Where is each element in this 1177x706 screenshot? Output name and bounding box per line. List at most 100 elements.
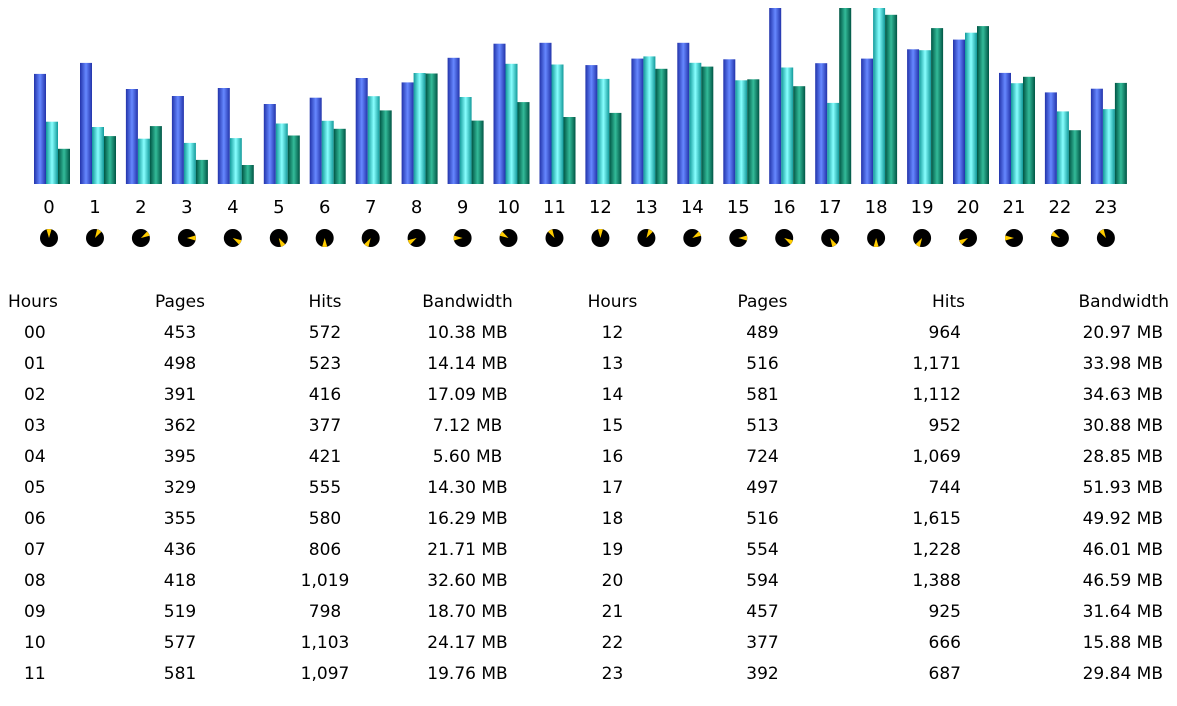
table-row: 09 519 798 18.70 MB 21 457 925 31.64 MB <box>0 596 1177 627</box>
bandwidth-bar <box>241 165 254 184</box>
pages-cell: 436 <box>163 539 197 560</box>
clock-icon <box>177 229 196 247</box>
hour-cell: 01 <box>24 353 46 374</box>
hits-bar <box>92 127 104 184</box>
table-row: 08 418 1,019 32.60 MB 20 594 1,388 46.59 MB <box>0 565 1177 596</box>
hits-bar <box>413 73 426 184</box>
hour-cell: 12 <box>601 322 624 343</box>
pages-cell: 594 <box>746 570 779 591</box>
hits-cell: 1,228 <box>912 539 961 560</box>
hour-label: 16 <box>773 197 796 218</box>
hour-label: 4 <box>227 197 238 218</box>
hits-cell: 806 <box>308 539 342 560</box>
table-row: 10 577 1,103 24.17 MB 22 377 666 15.88 MB <box>0 627 1177 658</box>
bandwidth-cell: 30.88 MB <box>1082 415 1163 436</box>
pages-bar <box>723 59 736 184</box>
bandwidth-bar <box>287 135 300 184</box>
bandwidth-cell: 18.70 MB <box>427 601 508 622</box>
hour-cell: 14 <box>601 384 624 405</box>
bandwidth-bar <box>1114 82 1127 184</box>
pages-cell: 724 <box>746 446 779 467</box>
bandwidth-cell: 31.64 MB <box>1082 601 1163 622</box>
bandwidth-bar <box>793 86 806 184</box>
clock-icon <box>591 229 610 247</box>
hits-cell: 952 <box>928 415 961 436</box>
hour-cell: 21 <box>601 601 624 622</box>
hits-bar <box>137 138 150 184</box>
hour-cell: 13 <box>601 353 624 374</box>
hits-bar <box>643 56 656 184</box>
hour-label: 2 <box>135 197 146 218</box>
pages-bar <box>355 78 368 184</box>
hour-label: 11 <box>543 197 566 218</box>
pages-bar <box>309 97 322 184</box>
pages-cell: 355 <box>163 508 197 529</box>
table-row: 01 498 523 14.14 MB 13 516 1,171 33.98 MB <box>0 348 1177 379</box>
clock-icon <box>1004 229 1023 247</box>
chart-bars <box>34 8 1127 185</box>
clock-icon <box>1096 229 1115 247</box>
pages-cell: 498 <box>163 353 197 374</box>
hits-bar <box>1011 83 1023 184</box>
hits-cell: 925 <box>928 601 961 622</box>
hours-table: Hours Pages Hits Bandwidth Hours Pages H… <box>0 286 1177 689</box>
hour-cell: 20 <box>601 570 624 591</box>
hits-cell: 416 <box>308 384 342 405</box>
pages-cell: 513 <box>746 415 779 436</box>
hour-label: 22 <box>1048 197 1071 218</box>
hits-cell: 1,112 <box>912 384 961 405</box>
hits-bar <box>827 102 840 184</box>
table-row: 04 395 421 5.60 MB 16 724 1,069 28.85 MB <box>0 441 1177 472</box>
hits-bar <box>459 97 472 184</box>
pages-bar <box>953 39 965 184</box>
hour-cell: 05 <box>24 477 46 498</box>
bandwidth-cell: 32.60 MB <box>427 570 508 591</box>
bandwidth-bar <box>58 148 70 184</box>
hour-cell: 02 <box>24 384 46 405</box>
hour-label: 0 <box>43 197 54 218</box>
clock-icon <box>729 229 748 247</box>
hour-label: 20 <box>957 197 980 218</box>
pages-bar <box>217 88 230 184</box>
hits-cell: 1,103 <box>300 632 350 653</box>
pages-bar <box>171 96 184 184</box>
bandwidth-cell: 15.88 MB <box>1082 632 1163 653</box>
hour-cell: 00 <box>24 322 46 343</box>
bandwidth-bar <box>149 126 162 184</box>
hour-label: 7 <box>365 197 376 218</box>
hits-bar <box>46 121 58 184</box>
hits-cell: 964 <box>928 322 961 343</box>
hits-cell: 1,615 <box>912 508 961 529</box>
pages-cell: 519 <box>163 601 197 622</box>
pages-cell: 497 <box>746 477 779 498</box>
pages-cell: 577 <box>163 632 197 653</box>
clock-icon <box>40 229 58 247</box>
bandwidth-bar <box>747 79 760 184</box>
pages-cell: 329 <box>163 477 197 498</box>
pages-cell: 377 <box>746 632 779 653</box>
hour-labels: 0 1 2 3 4 5 6 7 8 9 10 11 12 13 14 15 16 17 18 19 20 21 22 23 <box>43 197 1117 218</box>
hour-label: 1 <box>89 197 100 218</box>
bandwidth-bar <box>517 102 530 184</box>
pages-cell: 395 <box>163 446 197 467</box>
bandwidth-cell: 17.09 MB <box>427 384 508 405</box>
pages-bar <box>815 63 828 185</box>
col-header-bandwidth-left: Bandwidth <box>422 291 513 312</box>
hits-cell: 580 <box>308 508 342 529</box>
hour-clock-icons <box>40 229 1115 247</box>
pages-cell: 581 <box>746 384 779 405</box>
clock-icon <box>775 229 794 247</box>
clock-icon <box>223 229 242 247</box>
hour-label: 19 <box>911 197 934 218</box>
table-row: 03 362 377 7.12 MB 15 513 952 30.88 MB <box>0 410 1177 441</box>
bandwidth-bar <box>563 117 576 184</box>
clock-icon <box>407 229 426 247</box>
hits-bar <box>689 62 702 184</box>
pages-bar <box>861 58 874 184</box>
bandwidth-bar <box>195 159 208 184</box>
hits-cell: 798 <box>308 601 342 622</box>
pages-cell: 516 <box>746 353 779 374</box>
pages-cell: 362 <box>163 415 197 436</box>
pages-bar <box>677 42 690 184</box>
table-row: 07 436 806 21.71 MB 19 554 1,228 46.01 MB <box>0 534 1177 565</box>
